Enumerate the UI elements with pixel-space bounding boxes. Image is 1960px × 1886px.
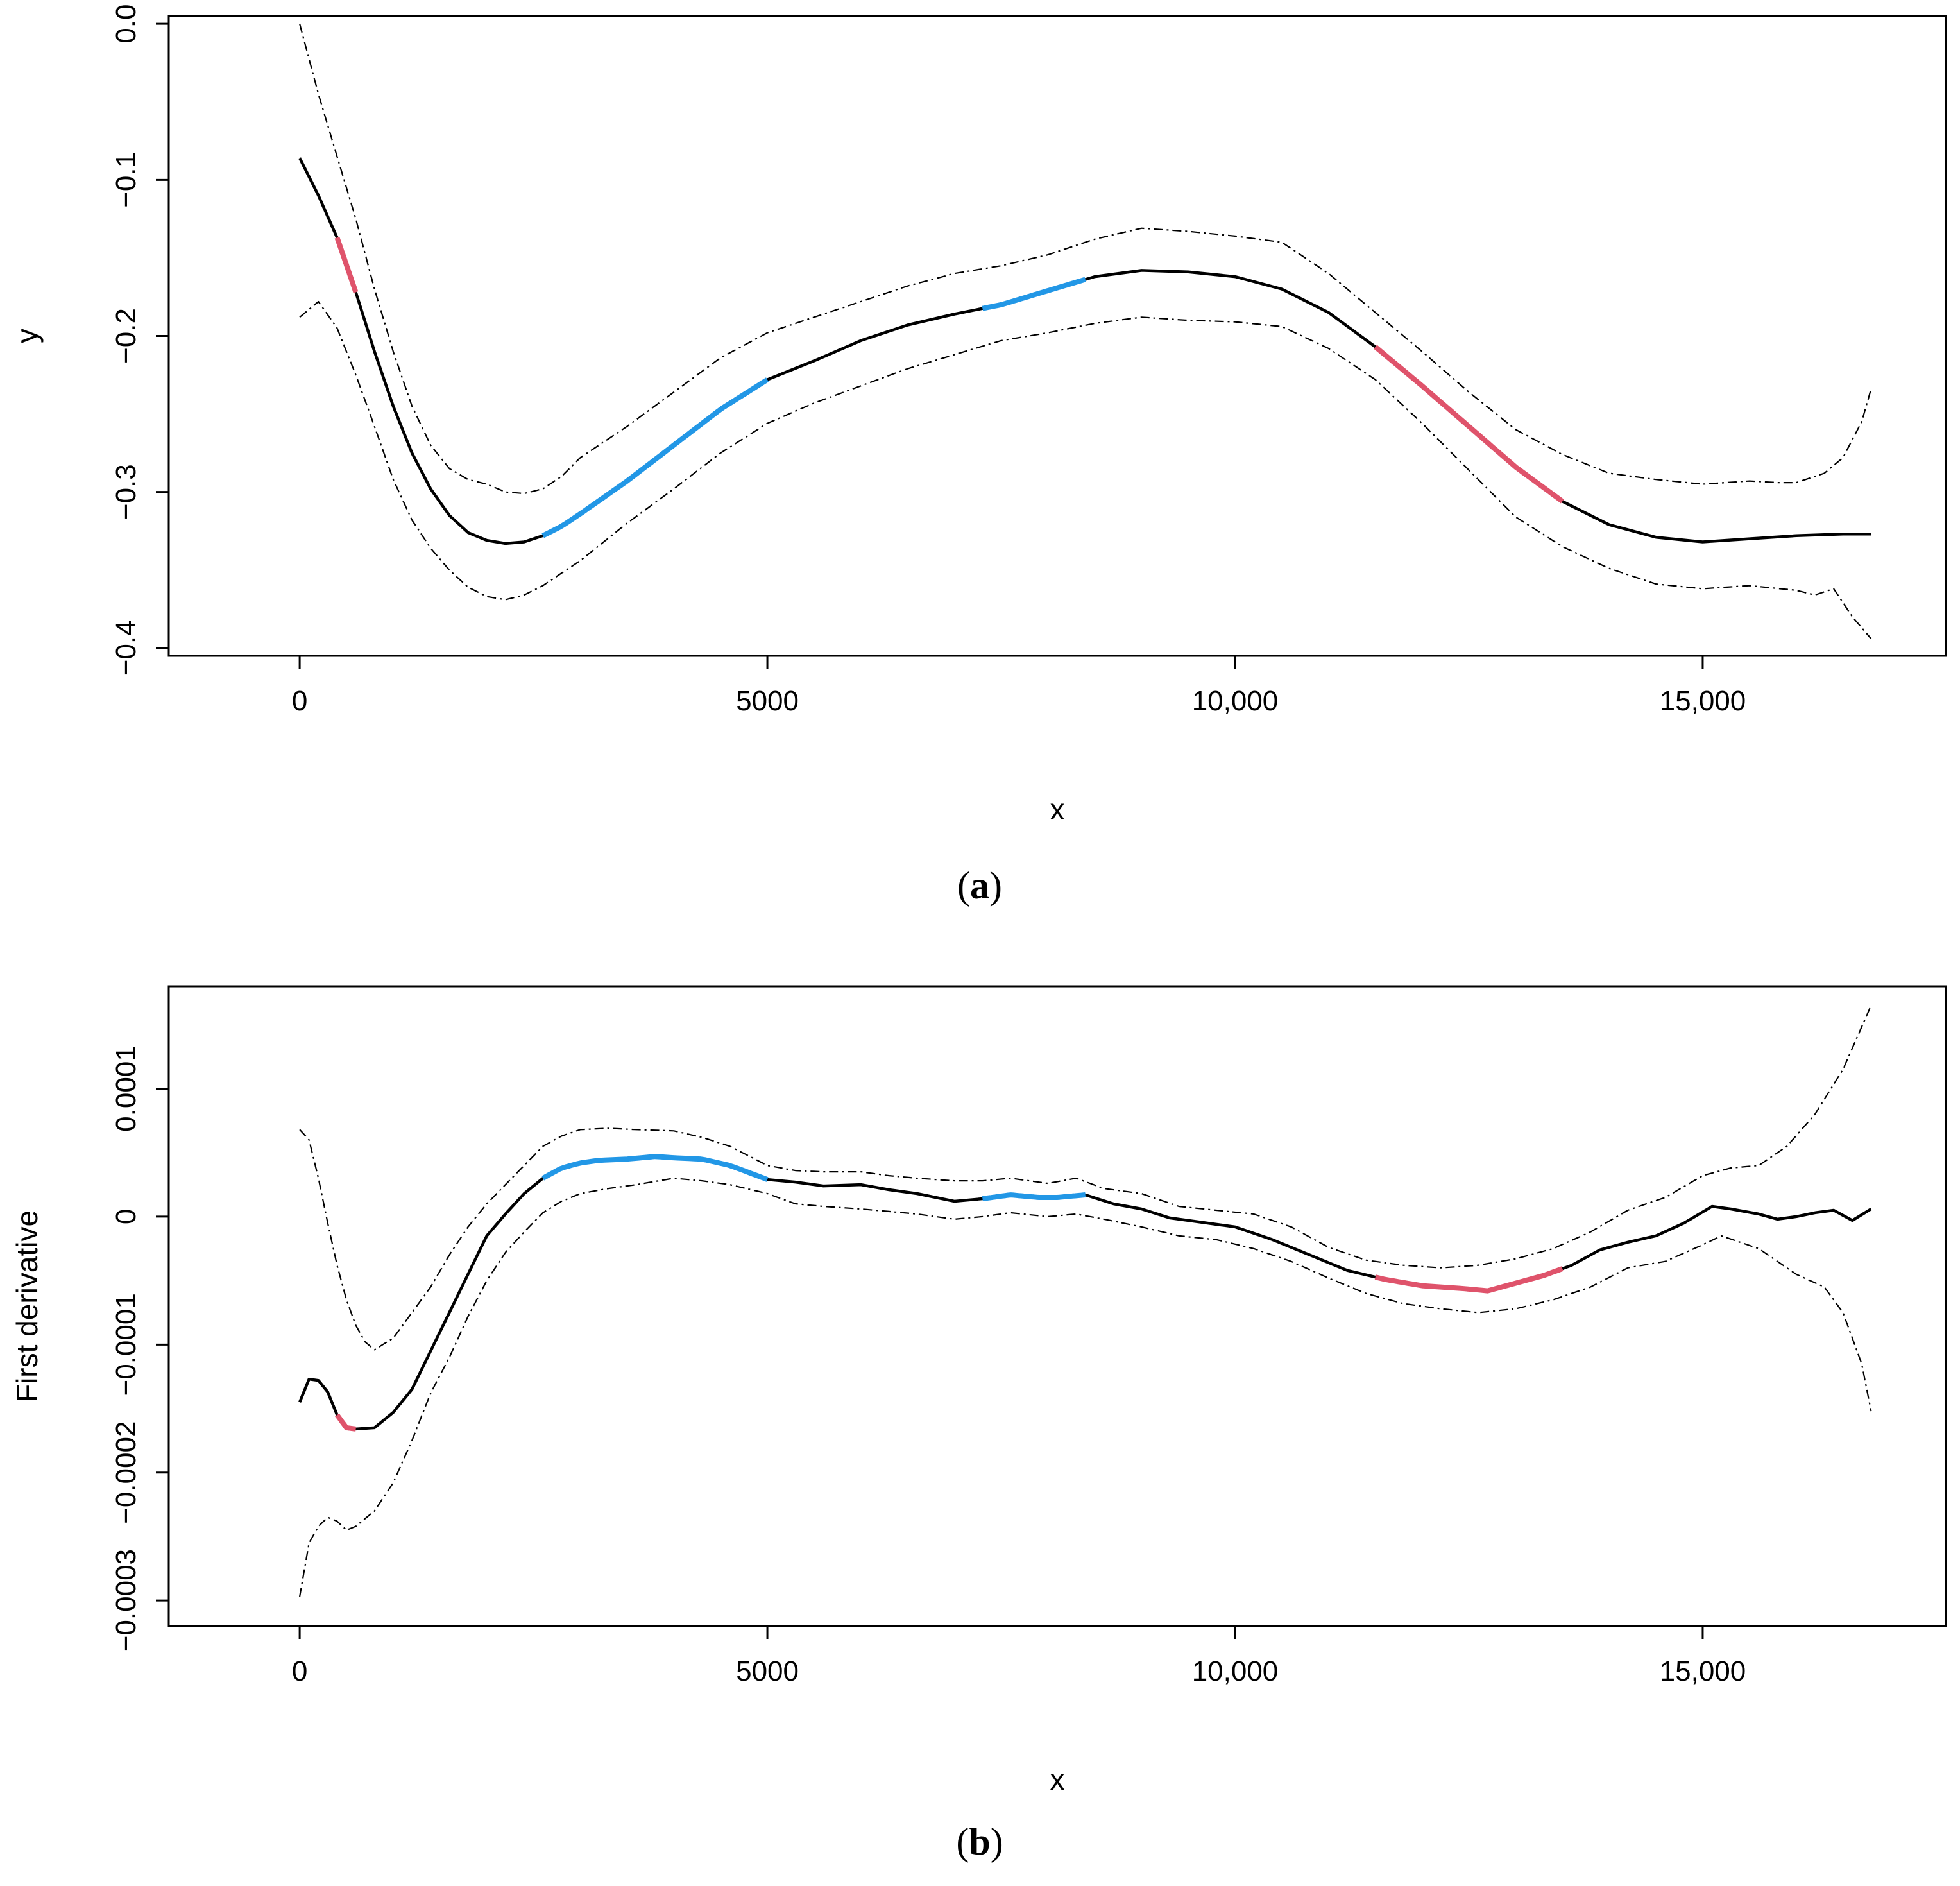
y-axis-title: First derivative (10, 1210, 44, 1402)
y-tick-label: 0.0001 (110, 1045, 142, 1132)
estimate-line (298, 157, 1871, 545)
y-tick-label: −0.3 (110, 464, 142, 520)
x-tick-label: 0 (292, 685, 307, 717)
y-tick-label: −0.0002 (110, 1421, 142, 1524)
plot-frame (167, 15, 1947, 657)
decreasing-segment (1374, 345, 1564, 504)
y-tick-label: −0.1 (110, 152, 142, 208)
x-tick-label: 15,000 (1660, 685, 1746, 717)
upper-band-line (299, 1005, 1872, 1351)
y-axis-title: y (10, 329, 44, 343)
caption-a: (a) (957, 864, 1002, 907)
decreasing-segment (335, 1413, 358, 1432)
y-tick-label: −0.0003 (110, 1549, 142, 1652)
x-tick-label: 15,000 (1660, 1656, 1746, 1687)
x-tick-label: 10,000 (1192, 685, 1279, 717)
x-tick-label: 5000 (736, 1656, 799, 1687)
lower-band-line (299, 300, 1872, 640)
increasing-segment (982, 1192, 1086, 1201)
plot-frame (167, 985, 1947, 1627)
x-axis-title: x (1050, 1763, 1065, 1796)
y-tick-label: 0 (110, 1209, 142, 1224)
x-tick-label: 10,000 (1192, 1656, 1279, 1687)
x-axis-title: x (1050, 793, 1065, 826)
panel-b: 0 5000 10,000 15,000 0.0001 0 −0.0001 −0.0002 −0… (10, 985, 1947, 1796)
y-tick-label: −0.2 (110, 308, 142, 364)
x-tick-label: 0 (292, 1656, 307, 1687)
x-tick-label: 5000 (736, 685, 799, 717)
increasing-segment (541, 377, 769, 538)
decreasing-segment (1374, 1266, 1564, 1294)
panel-a: 0 5000 10,000 15,000 0.0 −0.1 −0.2 −0.3 −0.4 x y (10, 4, 1947, 826)
y-tick-label: −0.4 (110, 620, 142, 676)
increasing-segment (982, 277, 1086, 311)
y-tick-label: 0.0 (110, 4, 142, 44)
upper-band-line (299, 23, 1872, 495)
increasing-segment (541, 1154, 769, 1182)
caption-b: (b) (956, 1821, 1003, 1863)
y-tick-label: −0.0001 (110, 1293, 142, 1396)
decreasing-segment (334, 236, 359, 294)
